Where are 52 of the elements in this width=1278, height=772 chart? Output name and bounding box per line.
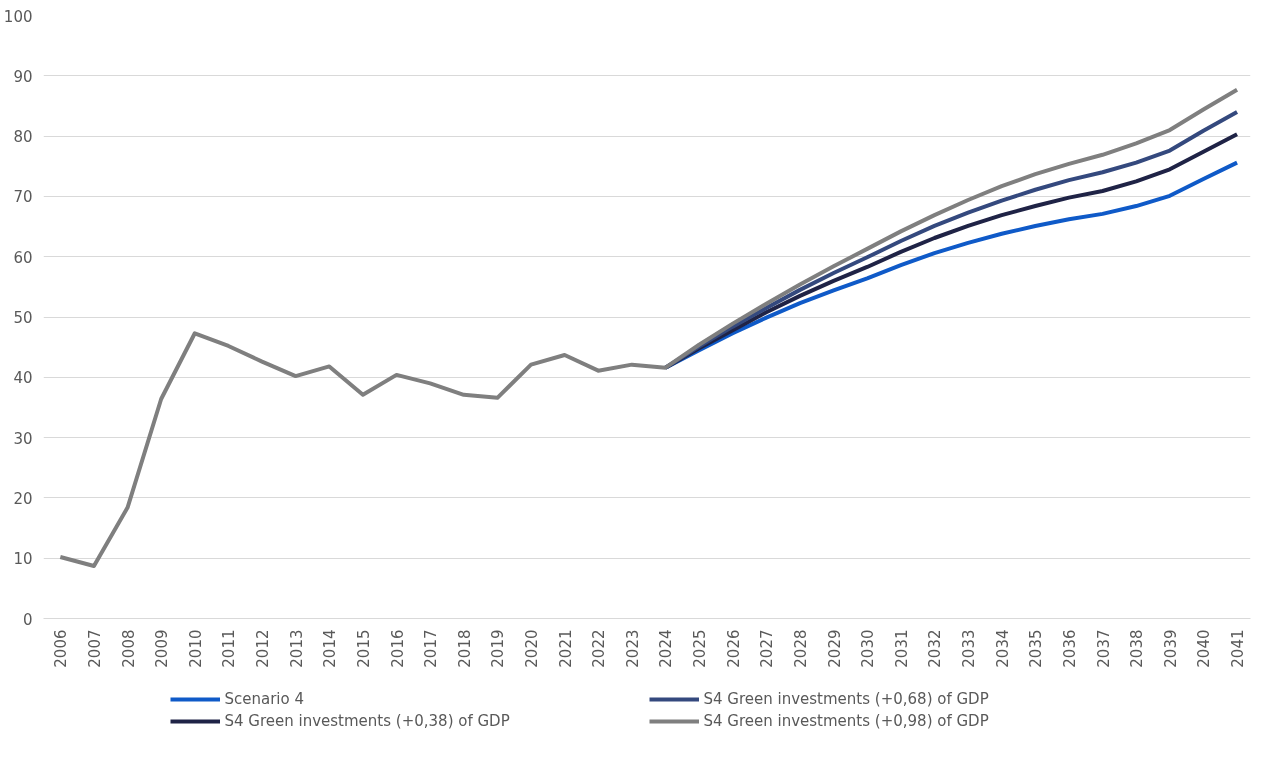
x-tick-label: 2029 — [825, 629, 844, 668]
y-tick-label: 30 — [13, 429, 33, 448]
y-tick-label: 50 — [13, 309, 33, 327]
y-tick-label: 0 — [22, 610, 33, 629]
x-tick-label: 2016 — [388, 629, 407, 668]
x-tick-label: 2040 — [1195, 629, 1214, 668]
x-tick-label: 2039 — [1161, 629, 1180, 668]
x-tick-label: 2038 — [1128, 629, 1147, 668]
x-tick-label: 2007 — [85, 629, 104, 668]
x-tick-label: 2013 — [287, 629, 306, 668]
x-tick-label: 2033 — [960, 629, 979, 668]
x-tick-label: 2025 — [691, 629, 710, 668]
x-tick-label: 2022 — [590, 629, 609, 668]
y-tick-label: 60 — [13, 248, 33, 267]
x-tick-label: 2011 — [220, 629, 239, 668]
y-tick-label: 10 — [13, 550, 33, 569]
y-tick-label: 80 — [13, 128, 33, 147]
x-tick-label: 2020 — [523, 629, 542, 668]
x-tick-label: 2028 — [791, 629, 810, 668]
x-tick-label: 2008 — [119, 629, 138, 668]
x-tick-label: 2030 — [859, 629, 878, 668]
x-tick-label: 2034 — [993, 629, 1012, 668]
x-tick-label: 2032 — [926, 629, 945, 668]
x-tick-label: 2006 — [52, 629, 71, 668]
y-tick-label: 70 — [13, 188, 33, 207]
legend-label: S4 Green investments (+0,98) of GDP — [703, 712, 990, 730]
x-tick-label: 2010 — [186, 629, 205, 668]
x-tick-label: 2036 — [1060, 629, 1079, 668]
y-tick-label: 20 — [13, 489, 33, 508]
x-tick-label: 2024 — [657, 629, 676, 668]
x-tick-label: 2041 — [1229, 629, 1248, 668]
x-tick-label: 2015 — [354, 629, 373, 668]
x-tick-label: 2021 — [556, 629, 575, 668]
x-tick-label: 2018 — [455, 629, 474, 668]
x-tick-label: 2035 — [1027, 629, 1046, 668]
y-tick-label: 90 — [13, 67, 33, 86]
legend-label: S4 Green investments (+0,68) of GDP — [703, 690, 990, 708]
y-tick-label: 100 — [3, 7, 33, 26]
y-tick-label: 40 — [13, 369, 33, 388]
x-tick-label: 2009 — [153, 629, 172, 668]
x-tick-label: 2027 — [758, 629, 777, 668]
line-series — [58, 87, 1240, 569]
legend-label: S4 Green investments (+0,38) of GDP — [224, 712, 511, 730]
x-tick-label: 2031 — [892, 629, 911, 668]
x-tick-label: 2012 — [254, 629, 273, 668]
x-tick-label: 2019 — [489, 629, 508, 668]
legend-label: Scenario 4 — [224, 690, 306, 708]
x-tick-label: 2014 — [321, 629, 340, 668]
x-tick-label: 2026 — [724, 629, 743, 668]
x-tick-label: 2037 — [1094, 629, 1113, 668]
x-tick-label: 2023 — [623, 629, 642, 668]
x-tick-label: 2017 — [422, 629, 441, 668]
